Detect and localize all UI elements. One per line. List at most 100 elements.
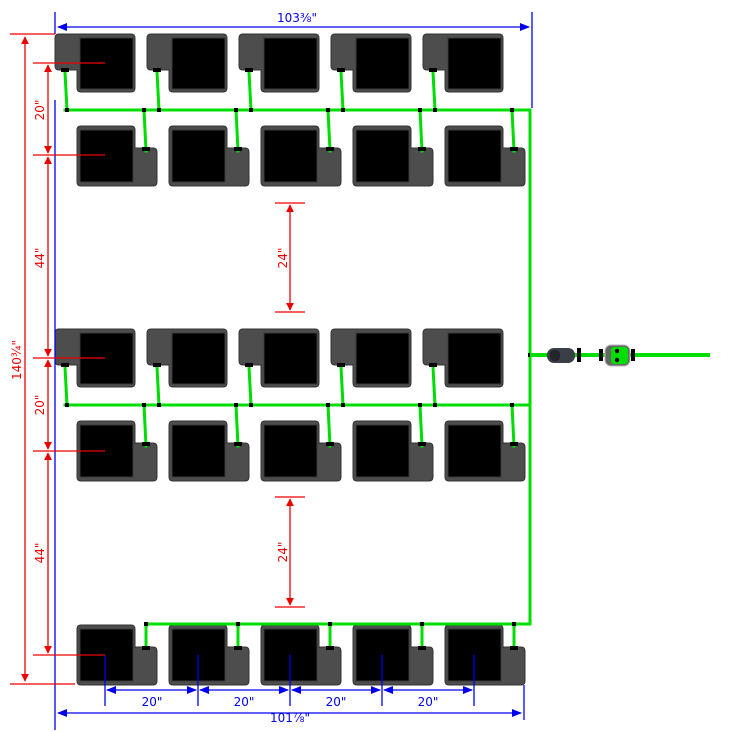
pot (146, 328, 228, 388)
fitting (418, 147, 426, 151)
tee-joint (65, 403, 69, 407)
fitting (142, 442, 150, 446)
drip-tube (510, 403, 516, 448)
fitting (429, 68, 437, 72)
pot-basket (263, 424, 318, 478)
bottom-width-label: 101⅞" (270, 711, 310, 725)
fitting (326, 646, 334, 650)
pot-basket (355, 37, 410, 90)
fitting (61, 68, 69, 72)
pot-basket (263, 37, 318, 90)
pot (76, 624, 158, 686)
tee-joint (157, 403, 161, 407)
pot-basket (355, 129, 410, 183)
pot (238, 328, 320, 388)
fitting (234, 442, 242, 446)
pot-basket (355, 332, 410, 385)
fitting (510, 147, 518, 151)
fitting (337, 68, 345, 72)
drip-tube (418, 403, 424, 448)
row-spacing-label-2: 20" (33, 395, 47, 416)
pot-basket (79, 129, 134, 183)
dimensions-layer (10, 12, 533, 730)
drip-tube (247, 70, 253, 112)
drip-tube (326, 108, 332, 153)
gap-label-2: 24" (276, 542, 290, 563)
pot-spacing-label: 20" (326, 695, 347, 709)
pot (168, 125, 250, 187)
pot-basket (447, 37, 502, 90)
pot-basket (447, 332, 502, 385)
drip-tube (234, 403, 240, 448)
drip-tube (142, 108, 148, 153)
pot-basket (171, 37, 226, 90)
pot (76, 420, 158, 482)
tee-joint (249, 403, 253, 407)
tee-joint (326, 108, 330, 112)
pot (422, 328, 504, 388)
pot (146, 33, 228, 93)
drip-tube (339, 365, 345, 407)
tee-joint (341, 403, 345, 407)
pot-basket (263, 129, 318, 183)
tee-joint (512, 622, 516, 626)
pot-basket (171, 129, 226, 183)
total-height-label: 140¾" (10, 340, 24, 380)
fitting (234, 646, 242, 650)
fitting (337, 363, 345, 367)
water-timer-icon (599, 344, 635, 367)
group-spacing-label-1: 44" (33, 248, 47, 269)
fitting (418, 646, 426, 650)
tee-joint (249, 108, 253, 112)
tee-joint (65, 108, 69, 112)
pot (238, 33, 320, 93)
drip-tube (155, 70, 161, 112)
tee-joint (433, 108, 437, 112)
tubing-layer (61, 68, 532, 650)
tee-joint (326, 403, 330, 407)
fitting (510, 646, 518, 650)
pot (444, 125, 526, 187)
fitting (245, 68, 253, 72)
pot (422, 33, 504, 93)
fitting (153, 68, 161, 72)
row-spacing-label-1: 20" (33, 100, 47, 121)
pot (260, 420, 342, 482)
tee-joint (418, 108, 422, 112)
fitting (418, 442, 426, 446)
pot (168, 420, 250, 482)
fitting (326, 147, 334, 151)
pot-basket (355, 424, 410, 478)
top-width-label: 103⅜" (277, 11, 317, 25)
tee-joint (510, 108, 514, 112)
drip-tube (431, 70, 437, 112)
drip-tube (339, 70, 345, 112)
drip-tube (234, 108, 240, 153)
drip-tube (155, 365, 161, 407)
drip-tube (142, 403, 148, 448)
pot-basket (171, 424, 226, 478)
tee-joint (144, 622, 148, 626)
pot-basket (447, 424, 502, 478)
tee-joint (341, 108, 345, 112)
fitting (61, 363, 69, 367)
pot-basket (447, 129, 502, 183)
hose-connector-icon (547, 348, 581, 363)
tee-joint (510, 403, 514, 407)
pot-basket (263, 332, 318, 385)
pot-spacing-label: 20" (142, 695, 163, 709)
pot (76, 125, 158, 187)
pot (444, 420, 526, 482)
drip-tube (326, 403, 332, 448)
pot (352, 420, 434, 482)
pot-spacing-label: 20" (234, 695, 255, 709)
tee-joint (234, 403, 238, 407)
pot (330, 33, 412, 93)
tee-joint (157, 108, 161, 112)
fitting (245, 363, 253, 367)
tee-joint (236, 622, 240, 626)
tee-joint (142, 108, 146, 112)
drip-tube (63, 365, 69, 407)
drip-tube (63, 70, 69, 112)
